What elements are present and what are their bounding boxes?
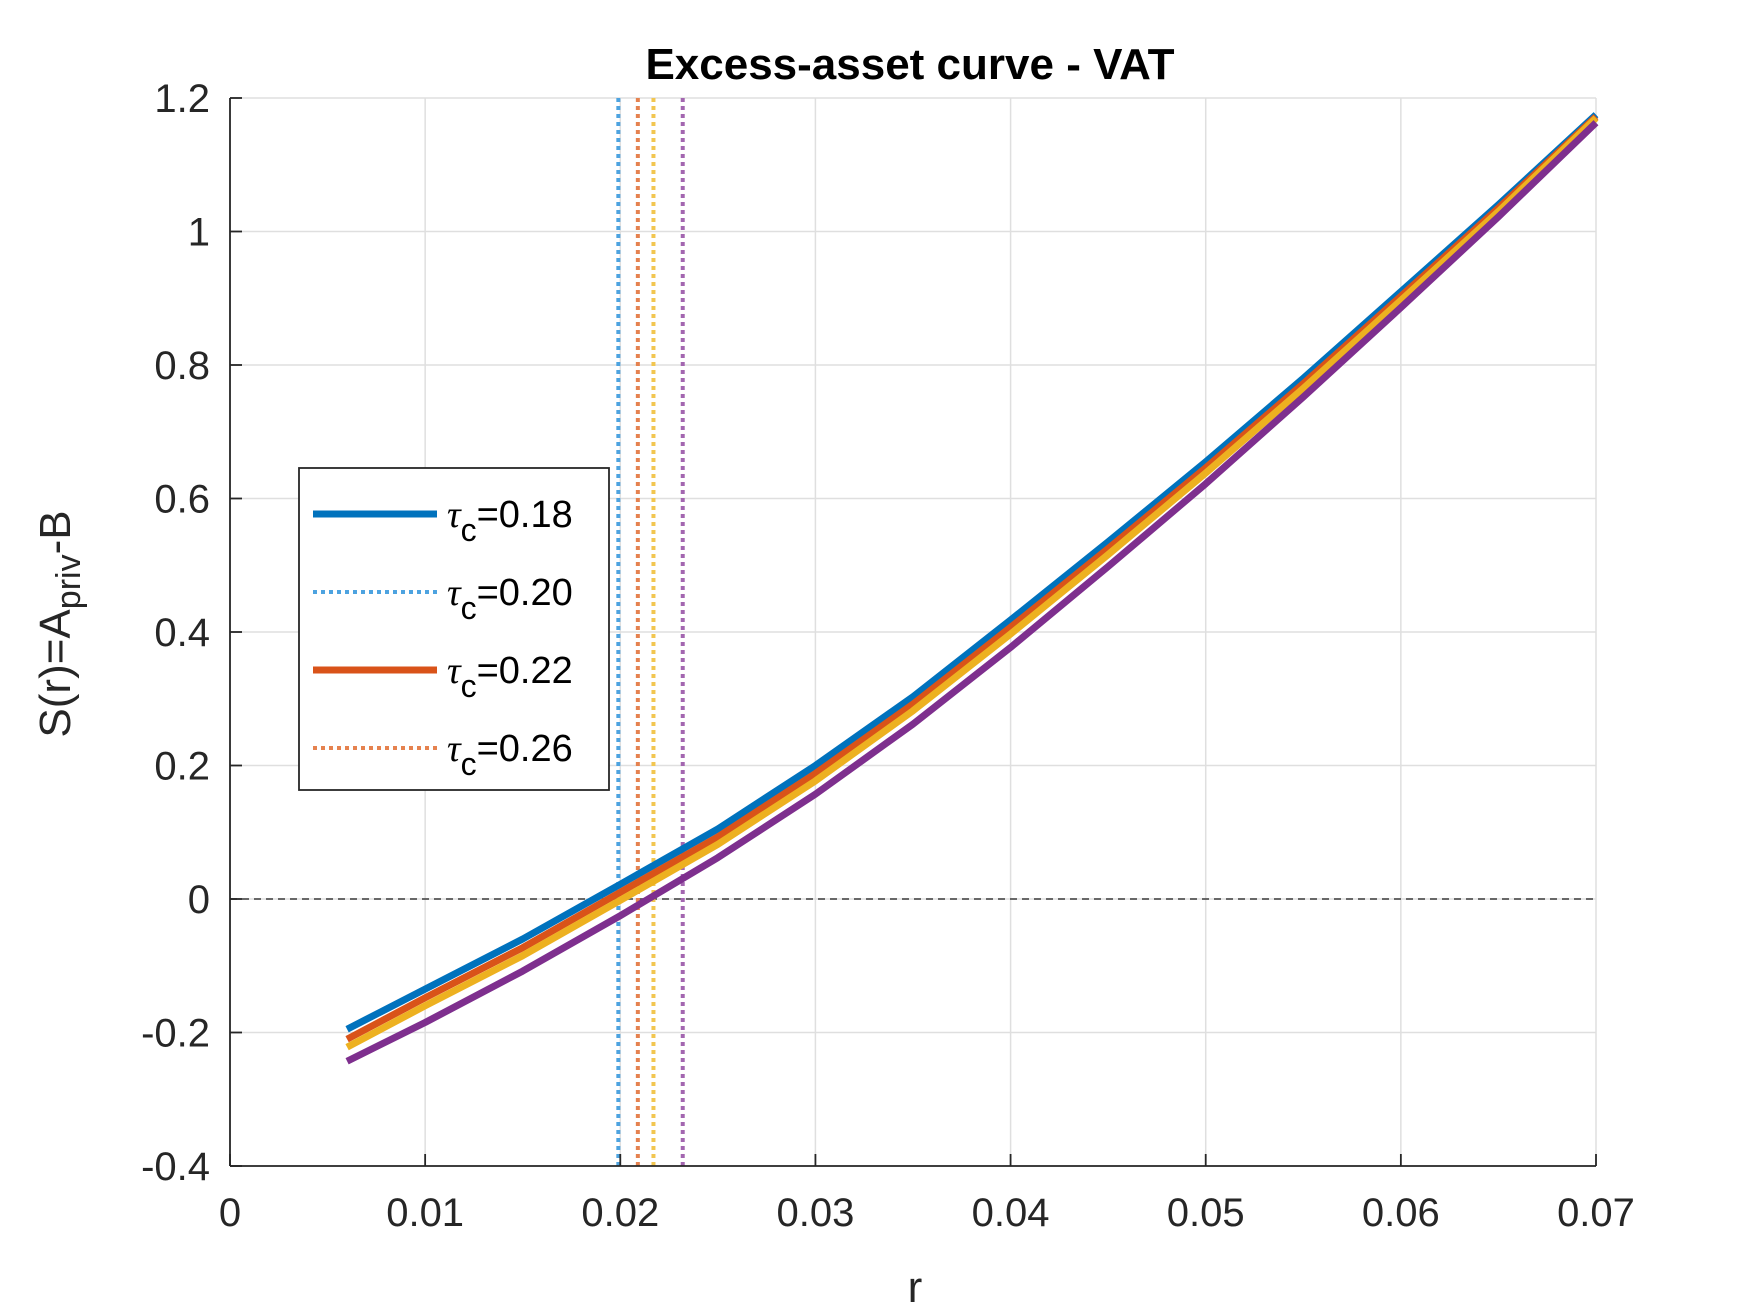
y-axis-label-subscript: priv	[50, 554, 88, 609]
legend-box	[298, 467, 610, 791]
y-tick-label: 1	[188, 211, 210, 255]
x-tick-label: 0.06	[1362, 1191, 1440, 1235]
series-line	[345, 120, 1599, 1065]
legend-tau-symbol: τ	[447, 494, 462, 536]
y-tick-label: -0.4	[141, 1145, 210, 1189]
series-line	[345, 112, 1599, 1033]
x-axis-label: r	[908, 1263, 923, 1312]
x-tick-label: 0.05	[1167, 1191, 1245, 1235]
series-line	[345, 115, 1599, 1051]
plot-area	[230, 98, 1599, 1166]
legend-value: =0.20	[477, 572, 573, 614]
y-tick-label: 0.2	[154, 745, 210, 789]
y-axis-label: S(r)=Apriv-B	[31, 510, 88, 737]
legend-subscript: c	[461, 512, 477, 548]
legend-tau-symbol: τ	[447, 572, 462, 614]
legend-tau-symbol: τ	[447, 728, 462, 770]
y-tick-label: 0.6	[154, 478, 210, 522]
x-tick-label: 0.01	[386, 1191, 464, 1235]
y-tick-label: 0.4	[154, 611, 210, 655]
y-axis-label-main: S(r)=A	[31, 609, 80, 738]
legend-value: =0.18	[477, 494, 573, 536]
x-tick-label: 0.04	[972, 1191, 1050, 1235]
chart-title: Excess-asset curve - VAT	[645, 40, 1174, 89]
y-tick-label: 0	[188, 878, 210, 922]
y-axis-label-tail: -B	[31, 510, 80, 554]
legend-entry-label: τc=0.18	[447, 494, 573, 548]
x-tick-label: 0.07	[1557, 1191, 1635, 1235]
axes: 0 0.01 0.02 0.03 0.04 0.05 0.06 0.07 -0.4 -0.2 0 0.…	[141, 77, 1635, 1235]
legend-entry-label: τc=0.22	[447, 650, 573, 704]
legend-entry-label: τc=0.26	[447, 728, 573, 782]
legend-subscript: c	[461, 746, 477, 782]
legend-tau-symbol: τ	[447, 650, 462, 692]
y-tick-label: -0.2	[141, 1012, 210, 1056]
y-tick-label: 0.8	[154, 344, 210, 388]
x-tick-label: 0.03	[776, 1191, 854, 1235]
legend-subscript: c	[461, 590, 477, 626]
y-tick-label: 1.2	[154, 77, 210, 121]
legend-value: =0.26	[477, 728, 573, 770]
legend-subscript: c	[461, 668, 477, 704]
x-tick-label: 0.02	[581, 1191, 659, 1235]
legend-value: =0.22	[477, 650, 573, 692]
legend-entry-label: τc=0.20	[447, 572, 573, 626]
x-tick-label: 0	[219, 1191, 241, 1235]
